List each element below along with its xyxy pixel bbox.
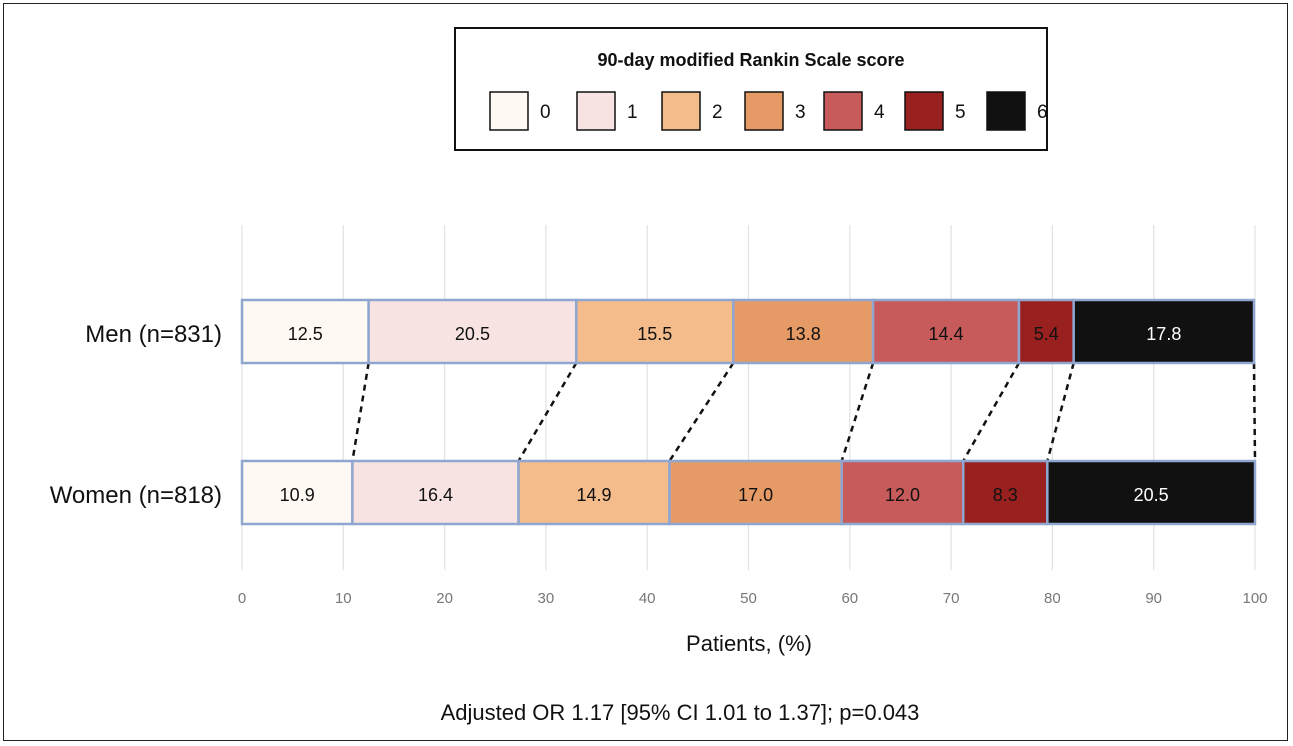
x-tick-labels: 0 10 20 30 40 50 60 70 80 90 100: [238, 590, 1268, 607]
connector-lines: [351, 362, 1257, 462]
bar-segment: [668, 459, 843, 526]
legend-label: 0: [540, 102, 551, 123]
bar-segment: [367, 298, 578, 365]
bar-data-label: 12.0: [885, 485, 920, 505]
legend-label: 1: [627, 102, 638, 123]
x-tick-label: 20: [436, 590, 453, 607]
bar-data-label: 5.4: [1034, 324, 1059, 344]
legend-label: 6: [1037, 102, 1048, 123]
x-tick-label: 40: [639, 590, 656, 607]
category-label: Women (n=818): [50, 482, 222, 509]
connector-line: [840, 362, 875, 462]
bar-data-label: 14.9: [576, 485, 611, 505]
bar-data-label: 17.0: [738, 485, 773, 505]
bar-segment: [962, 459, 1049, 526]
category-label: Men (n=831): [85, 321, 222, 348]
bar-segment: [1072, 298, 1256, 365]
bar-data-label: 12.5: [288, 324, 323, 344]
bar-data-label: 14.4: [929, 324, 964, 344]
bar-segment: [1046, 459, 1257, 526]
x-tick-label: 50: [740, 590, 757, 607]
bar-data-label: 20.5: [1134, 485, 1169, 505]
legend-swatch: [904, 91, 944, 131]
statistics-annotation: Adjusted OR 1.17 [95% CI 1.01 to 1.37]; …: [441, 700, 920, 725]
legend-box: [454, 27, 1048, 151]
connector-line: [1252, 362, 1257, 462]
legend-title: 90-day modified Rankin Scale score: [597, 50, 904, 70]
bar-segment: [240, 459, 354, 526]
x-tick-label: 100: [1242, 590, 1267, 607]
legend-swatch: [986, 91, 1026, 131]
bar-segment: [240, 298, 370, 365]
legend-swatch: [661, 91, 701, 131]
bar-segment: [732, 298, 875, 365]
legend-swatch: [576, 91, 616, 131]
connector-line: [962, 362, 1021, 462]
bar-data-label: 17.8: [1146, 324, 1181, 344]
x-tick-label: 30: [538, 590, 555, 607]
bar-data-label: 15.5: [637, 324, 672, 344]
x-tick-label: 90: [1145, 590, 1162, 607]
x-tick-label: 70: [943, 590, 960, 607]
legend-swatch: [823, 91, 863, 131]
bar-data-label: 20.5: [455, 324, 490, 344]
bars: 12.5 20.5 15.5 13.8 14.4 5.4 17.8 10.9 16.4 14.9 1…: [240, 298, 1257, 526]
x-tick-label: 80: [1044, 590, 1061, 607]
bar-segment: [871, 298, 1021, 365]
legend-label: 2: [712, 102, 723, 123]
bar-segment: [575, 298, 735, 365]
x-tick-label: 10: [335, 590, 352, 607]
category-labels: Men (n=831) Women (n=818): [50, 321, 222, 509]
connector-line: [517, 362, 578, 462]
legend: 90-day modified Rankin Scale score 0 1 2 3 4…: [454, 27, 1048, 151]
connector-line: [351, 362, 370, 462]
legend-swatch: [744, 91, 784, 131]
x-tick-label: 0: [238, 590, 246, 607]
bar-data-label: 8.3: [993, 485, 1018, 505]
connector-line: [668, 362, 735, 462]
legend-label: 3: [795, 102, 806, 123]
connector-line: [1046, 362, 1075, 462]
legend-label: 5: [955, 102, 966, 123]
x-tick-label: 60: [841, 590, 858, 607]
bar-data-label: 16.4: [418, 485, 453, 505]
bar-data-label: 10.9: [280, 485, 315, 505]
legend-items: 0 1 2 3 4 5 6: [489, 91, 1048, 131]
bar-segment: [517, 459, 671, 526]
legend-swatch: [489, 91, 529, 131]
bar-segment: [1017, 298, 1075, 365]
legend-label: 4: [874, 102, 885, 123]
x-axis-title: Patients, (%): [686, 631, 812, 656]
bar-data-label: 13.8: [786, 324, 821, 344]
